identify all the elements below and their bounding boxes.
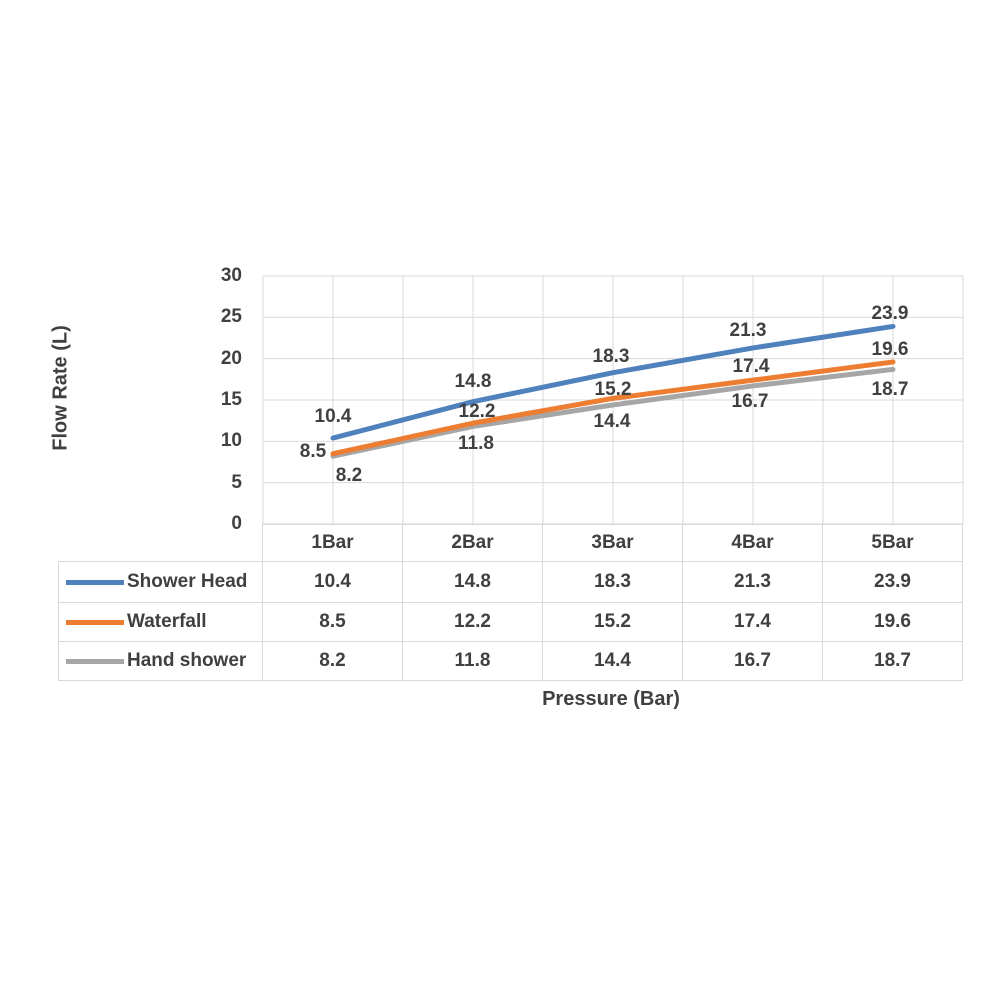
data-label-shower-head: 18.3 — [592, 345, 630, 367]
table-value-cell: 17.4 — [683, 603, 823, 642]
legend-key-icon — [66, 579, 124, 585]
legend-label: Hand shower — [127, 650, 247, 671]
data-label-shower-head: 10.4 — [314, 406, 352, 428]
data-label-hand-shower: 8.2 — [335, 465, 363, 487]
y-tick-label: 25 — [220, 306, 242, 328]
series-line-hand-shower — [330, 366, 896, 459]
table-header-cell: 2Bar — [403, 524, 543, 562]
legend-key-icon — [66, 658, 124, 664]
y-tick-label: 0 — [231, 513, 242, 534]
y-tick-label: 10 — [220, 430, 242, 452]
data-label-waterfall: 8.5 — [299, 440, 327, 462]
table-value-cell: 18.7 — [823, 642, 963, 681]
table-value-cell: 8.5 — [263, 603, 403, 642]
table-value-cell: 11.8 — [403, 642, 543, 681]
table-header-cell: 5Bar — [823, 524, 963, 562]
table-header-cell: 3Bar — [543, 524, 683, 562]
table-value-cell: 18.3 — [543, 562, 683, 603]
data-label-waterfall: 12.2 — [458, 401, 496, 423]
table-value-cell: 14.4 — [543, 642, 683, 681]
table-value-cell: 19.6 — [823, 603, 963, 642]
y-tick-label: 15 — [220, 389, 242, 410]
data-label-waterfall: 19.6 — [871, 338, 909, 360]
table-value-cell: 12.2 — [403, 603, 543, 642]
table-value-cell: 8.2 — [263, 642, 403, 681]
table-value-cell: 14.8 — [403, 562, 543, 603]
data-label-waterfall: 17.4 — [732, 356, 770, 378]
legend-label: Waterfall — [127, 611, 207, 632]
table-value-cell: 21.3 — [683, 562, 823, 603]
y-axis-title: Flow Rate (L) — [49, 325, 72, 451]
table-value-cell: 10.4 — [263, 562, 403, 603]
table-value-cell: 23.9 — [823, 562, 963, 603]
y-tick-label: 30 — [220, 265, 242, 286]
data-label-shower-head: 21.3 — [729, 319, 767, 341]
y-tick-label: 5 — [231, 471, 242, 493]
data-label-hand-shower: 11.8 — [458, 433, 494, 455]
data-label-waterfall: 15.2 — [594, 379, 632, 401]
table-value-cell: 16.7 — [683, 642, 823, 681]
data-table: 1Bar 2Bar 3Bar 4Bar 5Bar Shower Head 10.4 14.8 1… — [58, 524, 963, 681]
data-label-hand-shower: 16.7 — [731, 390, 769, 412]
legend-key-icon — [66, 619, 124, 625]
legend-cell-hand-shower: Hand shower — [58, 642, 263, 681]
data-label-hand-shower: 14.4 — [593, 410, 631, 432]
x-axis-title: Pressure (Bar) — [542, 688, 680, 710]
table-header-cell: 1Bar — [263, 524, 403, 562]
table-corner-cell — [58, 524, 263, 562]
legend-cell-shower-head: Shower Head — [58, 562, 263, 603]
series-line-shower-head — [330, 323, 896, 441]
data-label-shower-head: 14.8 — [454, 370, 492, 392]
table-value-cell: 15.2 — [543, 603, 683, 642]
legend-cell-waterfall: Waterfall — [58, 603, 263, 642]
data-label-hand-shower: 18.7 — [871, 379, 909, 401]
series-line-waterfall — [330, 359, 896, 457]
legend-label: Shower Head — [127, 571, 248, 592]
y-tick-label: 20 — [220, 347, 242, 369]
data-label-shower-head: 23.9 — [871, 303, 909, 325]
table-header-cell: 4Bar — [683, 524, 823, 562]
